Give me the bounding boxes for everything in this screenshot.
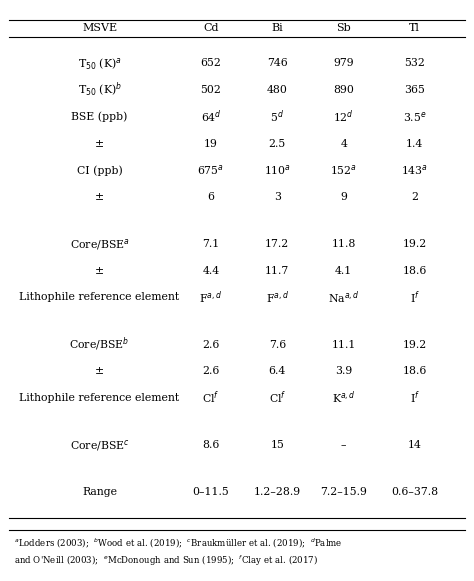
- Text: 12$^d$: 12$^d$: [333, 109, 354, 125]
- Text: 11.7: 11.7: [265, 266, 290, 276]
- Text: 2: 2: [411, 192, 418, 202]
- Text: ±: ±: [95, 366, 104, 376]
- Text: T$_{50}$ (K)$^a$: T$_{50}$ (K)$^a$: [78, 56, 121, 71]
- Text: BSE (ppb): BSE (ppb): [72, 112, 128, 122]
- Text: 0–11.5: 0–11.5: [192, 487, 229, 497]
- Text: 0.6–37.8: 0.6–37.8: [391, 487, 438, 497]
- Text: 7.2–15.9: 7.2–15.9: [320, 487, 367, 497]
- Text: K$^{a,d}$: K$^{a,d}$: [332, 390, 356, 406]
- Text: Tl: Tl: [410, 23, 420, 34]
- Text: Cd: Cd: [203, 23, 219, 34]
- Text: 5$^d$: 5$^d$: [270, 109, 284, 125]
- Text: 110$^a$: 110$^a$: [264, 163, 291, 177]
- Text: Sb: Sb: [336, 23, 351, 34]
- Text: –: –: [341, 440, 346, 450]
- Text: 4: 4: [340, 138, 347, 149]
- Text: 64$^d$: 64$^d$: [201, 109, 221, 125]
- Text: T$_{50}$ (K)$^b$: T$_{50}$ (K)$^b$: [78, 81, 121, 99]
- Text: 4.1: 4.1: [335, 266, 352, 276]
- Text: I$^f$: I$^f$: [410, 289, 420, 306]
- Text: $^a$Lodders (2003);  $^b$Wood et al. (2019);  $^c$Braukmüller et al. (2019);  $^: $^a$Lodders (2003); $^b$Wood et al. (201…: [14, 537, 343, 550]
- Text: 979: 979: [333, 58, 354, 69]
- Text: Cl$^f$: Cl$^f$: [202, 390, 220, 406]
- Text: Bi: Bi: [272, 23, 283, 34]
- Text: 2.6: 2.6: [202, 366, 219, 376]
- Text: 480: 480: [267, 85, 288, 95]
- Text: CI (ppb): CI (ppb): [77, 165, 122, 175]
- Text: I$^f$: I$^f$: [410, 390, 420, 406]
- Text: 890: 890: [333, 85, 354, 95]
- Text: 365: 365: [404, 85, 425, 95]
- Text: Na$^{a,d}$: Na$^{a,d}$: [328, 289, 359, 306]
- Text: 6.4: 6.4: [269, 366, 286, 376]
- Text: 2.6: 2.6: [202, 339, 219, 350]
- Text: 143$^a$: 143$^a$: [401, 163, 428, 177]
- Text: 8.6: 8.6: [202, 440, 219, 450]
- Text: 11.8: 11.8: [331, 239, 356, 249]
- Text: 2.5: 2.5: [269, 138, 286, 149]
- Text: 1.2–28.9: 1.2–28.9: [254, 487, 301, 497]
- Text: Cl$^f$: Cl$^f$: [268, 390, 286, 406]
- Text: Core/BSE$^c$: Core/BSE$^c$: [70, 437, 129, 453]
- Text: 152$^a$: 152$^a$: [330, 163, 357, 177]
- Text: Range: Range: [82, 487, 117, 497]
- Text: 4.4: 4.4: [202, 266, 219, 276]
- Text: 19: 19: [204, 138, 218, 149]
- Text: 15: 15: [270, 440, 284, 450]
- Text: 17.2: 17.2: [265, 239, 290, 249]
- Text: 18.6: 18.6: [402, 266, 427, 276]
- Text: 18.6: 18.6: [402, 366, 427, 376]
- Text: 6: 6: [208, 192, 214, 202]
- Text: 7.1: 7.1: [202, 239, 219, 249]
- Text: MSVE: MSVE: [82, 23, 117, 34]
- Text: 14: 14: [408, 440, 422, 450]
- Text: 11.1: 11.1: [331, 339, 356, 350]
- Text: 532: 532: [404, 58, 425, 69]
- Text: 19.2: 19.2: [402, 339, 427, 350]
- Text: 1.4: 1.4: [406, 138, 423, 149]
- Text: 7.6: 7.6: [269, 339, 286, 350]
- Text: 3.9: 3.9: [335, 366, 352, 376]
- Text: 9: 9: [340, 192, 347, 202]
- Text: ±: ±: [95, 138, 104, 149]
- Text: 3.5$^e$: 3.5$^e$: [403, 110, 427, 124]
- Text: 675$^a$: 675$^a$: [197, 163, 225, 177]
- Text: and O'Neill (2003);  $^e$McDonough and Sun (1995);  $^f$Clay et al. (2017): and O'Neill (2003); $^e$McDonough and Su…: [14, 553, 319, 568]
- Text: 502: 502: [201, 85, 221, 95]
- Text: 746: 746: [267, 58, 288, 69]
- Text: 3: 3: [274, 192, 281, 202]
- Text: Core/BSE$^b$: Core/BSE$^b$: [70, 336, 129, 353]
- Text: Lithophile reference element: Lithophile reference element: [19, 292, 180, 303]
- Text: Core/BSE$^a$: Core/BSE$^a$: [70, 236, 129, 252]
- Text: 652: 652: [201, 58, 221, 69]
- Text: Lithophile reference element: Lithophile reference element: [19, 393, 180, 403]
- Text: F$^{a,d}$: F$^{a,d}$: [200, 289, 222, 306]
- Text: ±: ±: [95, 266, 104, 276]
- Text: F$^{a,d}$: F$^{a,d}$: [266, 289, 289, 306]
- Text: 19.2: 19.2: [402, 239, 427, 249]
- Text: ±: ±: [95, 192, 104, 202]
